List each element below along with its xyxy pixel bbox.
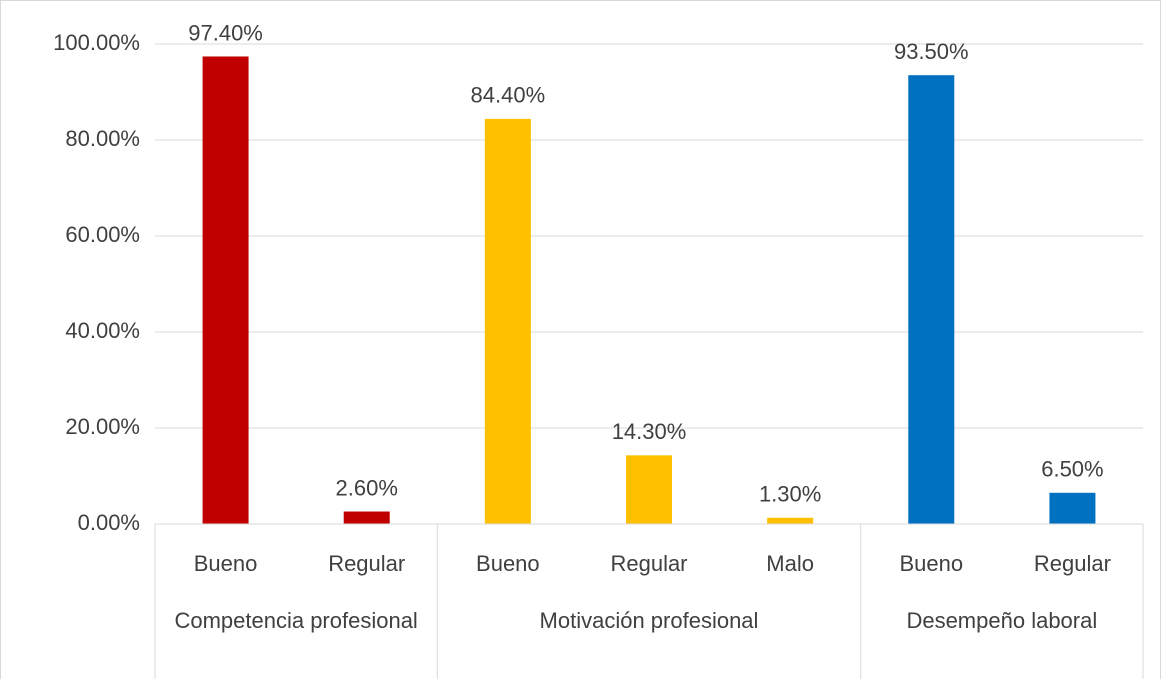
value-label: 84.40% [471,83,546,108]
x-tick-label: Regular [328,551,405,576]
value-label: 93.50% [894,39,969,64]
y-tick-label: 40.00% [65,318,140,343]
x-tick-label: Bueno [476,551,540,576]
x-tick-label: Regular [610,551,687,576]
group-label: Desempeño laboral [906,608,1098,633]
x-tick-label: Regular [1034,551,1111,576]
group-label: Competencia profesional [174,608,418,633]
x-tick-label: Bueno [194,551,258,576]
y-tick-label: 80.00% [65,126,140,151]
bar [767,517,814,524]
value-label: 1.30% [759,482,821,507]
y-tick-label: 100.00% [53,30,140,55]
value-label: 2.60% [336,475,398,500]
value-label: 97.40% [188,20,263,45]
bar [908,75,955,524]
y-tick-label: 0.00% [78,510,140,535]
value-label: 6.50% [1041,457,1103,482]
bar [202,56,249,524]
x-tick-label: Bueno [899,551,963,576]
x-tick-label: Malo [766,551,814,576]
bar [1049,492,1096,524]
bar [343,511,390,524]
value-label: 14.30% [612,419,687,444]
group-label: Motivación profesional [539,608,759,633]
bar [626,455,672,524]
y-tick-label: 60.00% [65,222,140,247]
bar [484,118,531,524]
y-tick-label: 20.00% [65,414,140,439]
